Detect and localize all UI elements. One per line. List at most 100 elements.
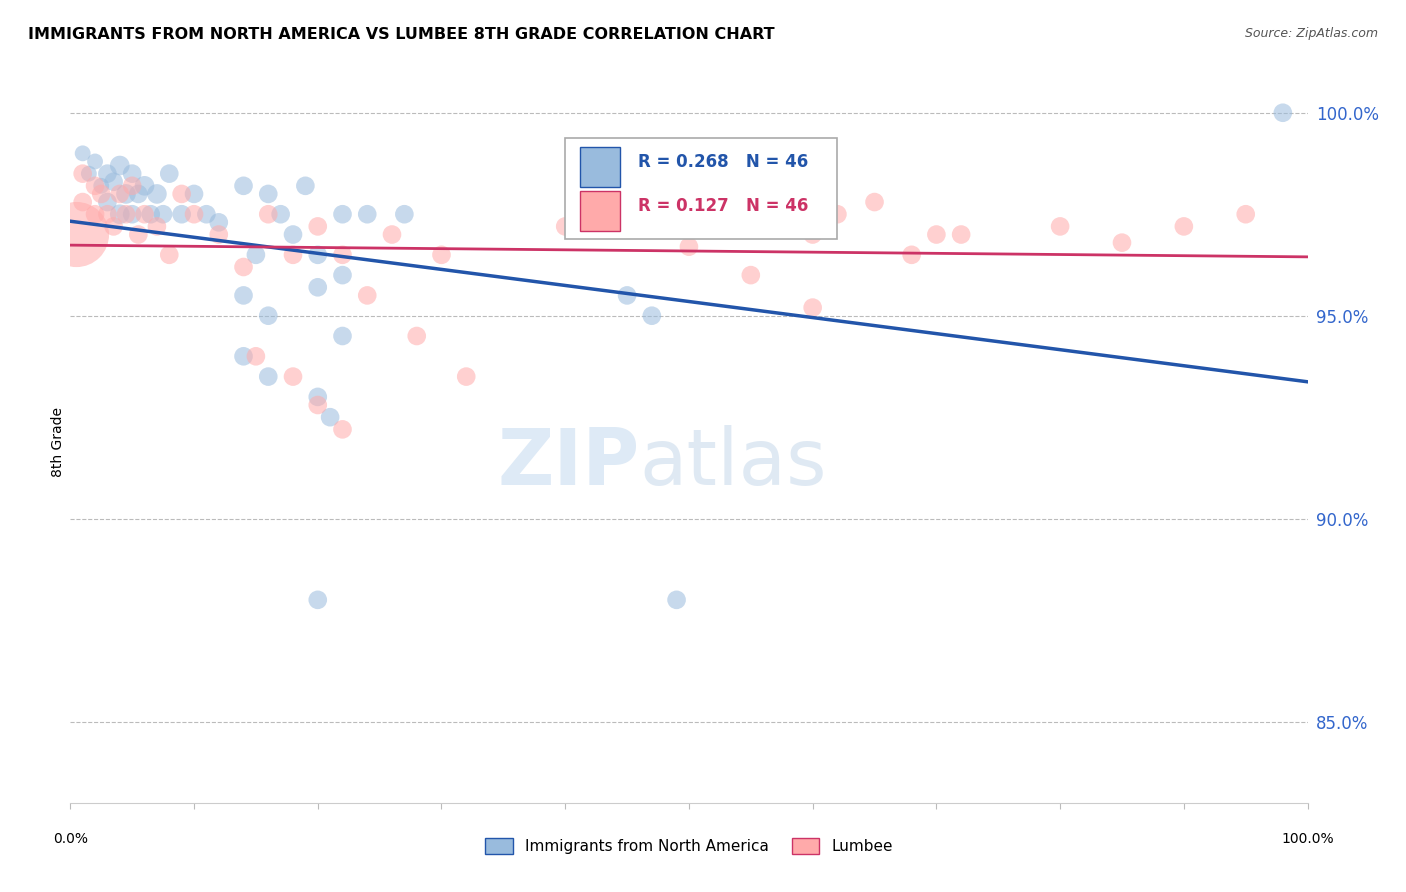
Point (1271, 105, 1294, 120)
Point (84, 207, 107, 221)
Point (121, 178, 143, 193)
Point (139, 207, 162, 221)
Point (195, 207, 218, 221)
Point (232, 349, 254, 363)
Point (554, 219, 576, 234)
Point (90, 178, 112, 193)
Point (678, 240, 700, 254)
Point (96, 167, 118, 181)
Point (121, 207, 143, 221)
Point (950, 227, 973, 242)
Point (157, 248, 180, 262)
Point (103, 175, 125, 189)
Point (307, 280, 329, 294)
Point (281, 248, 304, 262)
Point (430, 248, 453, 262)
Point (77, 167, 100, 181)
Point (281, 369, 304, 384)
Point (232, 288, 254, 302)
Point (96, 195, 118, 210)
Point (257, 369, 280, 384)
Point (152, 207, 174, 221)
Point (208, 227, 231, 242)
Point (72, 167, 94, 181)
Point (245, 248, 267, 262)
Point (170, 207, 193, 221)
Point (115, 186, 138, 201)
Point (157, 167, 180, 181)
Text: 0.0%: 0.0% (53, 831, 87, 846)
Text: atlas: atlas (640, 425, 827, 501)
Point (84, 154, 107, 169)
Point (294, 178, 316, 193)
Point (108, 207, 131, 221)
Point (90, 186, 112, 201)
Point (616, 288, 638, 302)
Point (183, 207, 205, 221)
Point (245, 349, 267, 363)
Point (332, 248, 354, 262)
Point (394, 207, 416, 221)
Point (108, 186, 131, 201)
Point (208, 215, 231, 229)
Point (134, 207, 156, 221)
Point (307, 390, 329, 404)
Point (232, 178, 254, 193)
Point (1234, 207, 1257, 221)
Point (96, 207, 118, 221)
Point (307, 219, 329, 234)
Point (307, 592, 329, 607)
Point (307, 398, 329, 412)
Text: R = 0.127   N = 46: R = 0.127 N = 46 (638, 197, 808, 215)
Point (183, 186, 205, 201)
Point (332, 329, 354, 343)
Point (146, 219, 169, 234)
FancyBboxPatch shape (581, 192, 620, 231)
Point (72, 195, 94, 210)
Y-axis label: 8th Grade: 8th Grade (51, 407, 65, 476)
Point (332, 207, 354, 221)
Point (332, 268, 354, 282)
Point (456, 369, 478, 384)
Point (925, 227, 948, 242)
Text: IMMIGRANTS FROM NORTH AMERICA VS LUMBEE 8TH GRADE CORRELATION CHART: IMMIGRANTS FROM NORTH AMERICA VS LUMBEE … (28, 27, 775, 42)
Text: ZIP: ZIP (498, 425, 640, 501)
Point (863, 195, 886, 210)
Point (170, 186, 193, 201)
Point (257, 186, 280, 201)
FancyBboxPatch shape (565, 138, 838, 239)
Point (115, 207, 138, 221)
Legend: Immigrants from North America, Lumbee: Immigrants from North America, Lumbee (479, 832, 898, 860)
Point (146, 186, 169, 201)
Point (127, 186, 149, 201)
Point (270, 207, 292, 221)
Point (740, 268, 762, 282)
Point (257, 309, 280, 323)
Point (103, 219, 125, 234)
Point (356, 207, 378, 221)
Point (121, 167, 143, 181)
Point (108, 159, 131, 173)
FancyBboxPatch shape (581, 147, 620, 186)
Point (72, 146, 94, 161)
Text: Source: ZipAtlas.com: Source: ZipAtlas.com (1244, 27, 1378, 40)
Point (332, 422, 354, 436)
Point (134, 178, 156, 193)
Point (801, 227, 824, 242)
Point (65, 227, 87, 242)
Point (84, 178, 107, 193)
Point (801, 301, 824, 315)
Text: 100.0%: 100.0% (1281, 831, 1334, 846)
Point (257, 207, 280, 221)
Point (641, 309, 664, 323)
Point (356, 288, 378, 302)
Point (232, 260, 254, 274)
Point (127, 227, 149, 242)
Text: R = 0.268   N = 46: R = 0.268 N = 46 (638, 153, 808, 171)
Point (1111, 235, 1133, 250)
Point (381, 227, 404, 242)
Point (281, 227, 304, 242)
Point (319, 410, 342, 425)
Point (405, 329, 427, 343)
Point (307, 248, 329, 262)
